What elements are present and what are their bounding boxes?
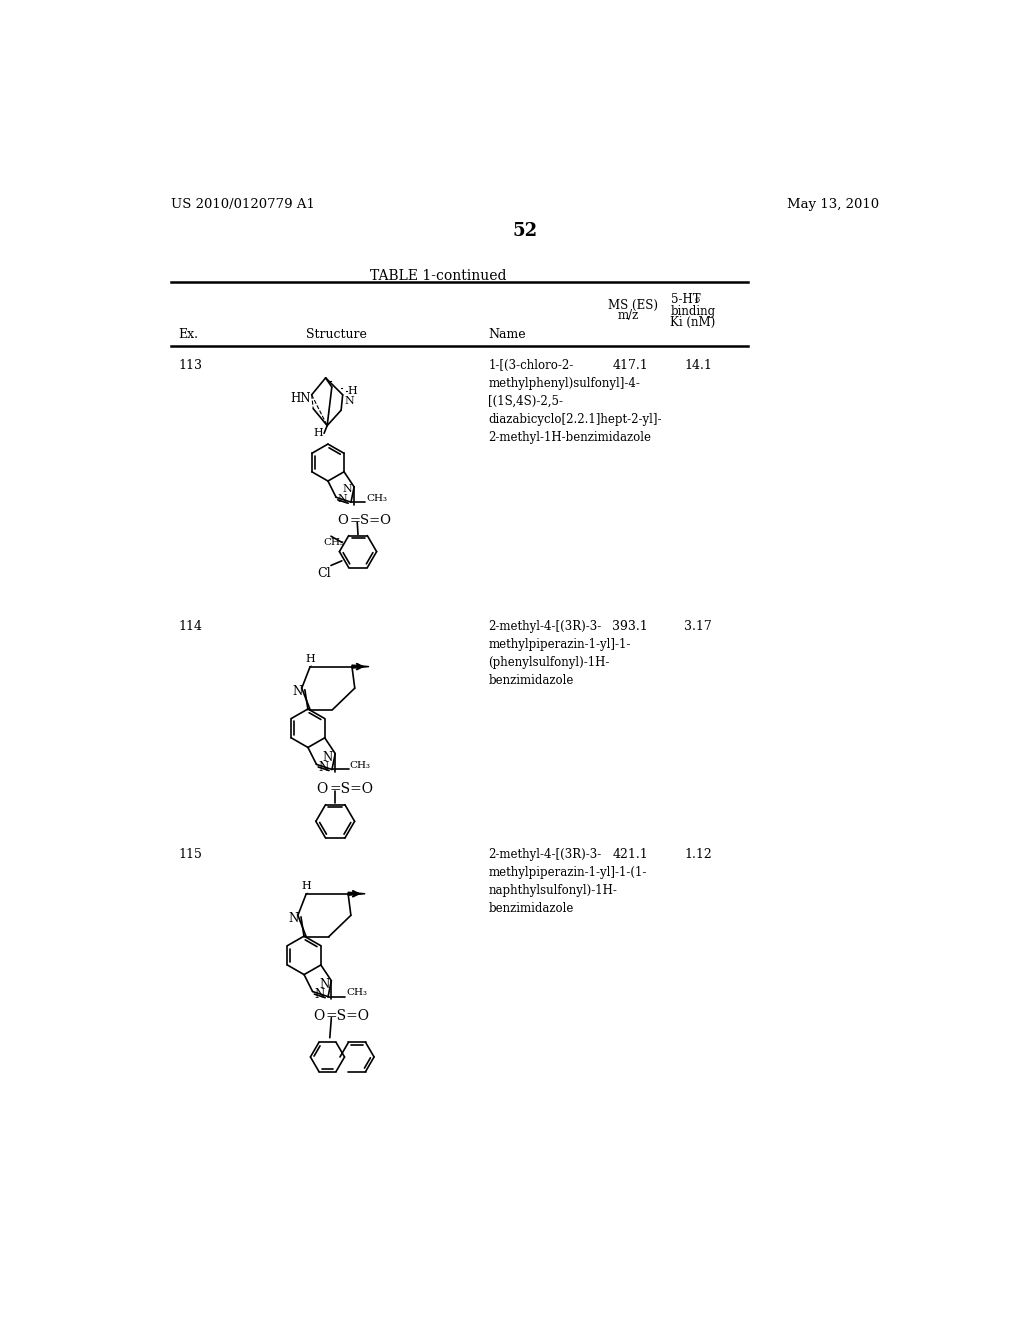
Text: US 2010/0120779 A1: US 2010/0120779 A1 xyxy=(171,198,314,211)
Text: N: N xyxy=(289,912,299,925)
Text: CH₃: CH₃ xyxy=(350,762,371,770)
Text: 393.1: 393.1 xyxy=(612,620,648,634)
Text: May 13, 2010: May 13, 2010 xyxy=(786,198,879,211)
Text: Cl: Cl xyxy=(317,568,332,579)
Polygon shape xyxy=(352,665,369,668)
Text: HN: HN xyxy=(290,392,310,405)
Text: 114: 114 xyxy=(178,620,203,634)
Text: Name: Name xyxy=(488,327,526,341)
Text: H: H xyxy=(347,385,357,396)
Text: N: N xyxy=(323,751,333,763)
Text: 113: 113 xyxy=(178,359,203,372)
Polygon shape xyxy=(348,892,366,895)
Text: N: N xyxy=(342,484,352,494)
Text: 52: 52 xyxy=(512,222,538,239)
Text: 2-methyl-4-[(3R)-3-
methylpiperazin-1-yl]-1-(1-
naphthylsulfonyl)-1H-
benzimidaz: 2-methyl-4-[(3R)-3- methylpiperazin-1-yl… xyxy=(488,847,647,915)
Text: 2-methyl-4-[(3R)-3-
methylpiperazin-1-yl]-1-
(phenylsulfonyl)-1H-
benzimidazole: 2-methyl-4-[(3R)-3- methylpiperazin-1-yl… xyxy=(488,620,631,688)
Text: Ex.: Ex. xyxy=(178,327,199,341)
Text: CH₃: CH₃ xyxy=(324,537,344,546)
Text: N: N xyxy=(318,762,329,775)
Text: =S=O: =S=O xyxy=(349,513,391,527)
Text: 6: 6 xyxy=(694,296,699,304)
Text: 3.17: 3.17 xyxy=(684,620,713,634)
Text: =S=O: =S=O xyxy=(326,1010,370,1023)
Text: 14.1: 14.1 xyxy=(684,359,713,372)
Text: 115: 115 xyxy=(178,847,203,861)
Text: 421.1: 421.1 xyxy=(612,847,648,861)
Text: MS (ES): MS (ES) xyxy=(608,300,658,313)
Text: 5-HT: 5-HT xyxy=(671,293,700,306)
Text: N: N xyxy=(344,396,354,405)
Text: O: O xyxy=(316,781,328,796)
Text: TABLE 1-continued: TABLE 1-continued xyxy=(370,268,506,282)
Text: Ki (nM): Ki (nM) xyxy=(671,315,716,329)
Text: N: N xyxy=(338,494,347,504)
Text: N: N xyxy=(314,989,325,1002)
Text: CH₃: CH₃ xyxy=(367,494,387,503)
Text: Structure: Structure xyxy=(306,327,368,341)
Text: 1.12: 1.12 xyxy=(684,847,713,861)
Text: H: H xyxy=(302,882,311,891)
Text: H: H xyxy=(305,655,315,664)
Text: H: H xyxy=(313,428,323,438)
Text: m/z: m/z xyxy=(617,309,639,322)
Text: CH₃: CH₃ xyxy=(346,989,367,998)
Text: binding: binding xyxy=(671,305,716,318)
Text: 1-[(3-chloro-2-
methylphenyl)sulfonyl]-4-
[(1S,4S)-2,5-
diazabicyclo[2.2.1]hept-: 1-[(3-chloro-2- methylphenyl)sulfonyl]-4… xyxy=(488,359,662,444)
Text: =S=O: =S=O xyxy=(329,781,373,796)
Text: 417.1: 417.1 xyxy=(612,359,648,372)
Text: N: N xyxy=(318,978,329,990)
Text: O: O xyxy=(337,513,348,527)
Text: N: N xyxy=(293,685,303,698)
Text: O: O xyxy=(312,1010,324,1023)
